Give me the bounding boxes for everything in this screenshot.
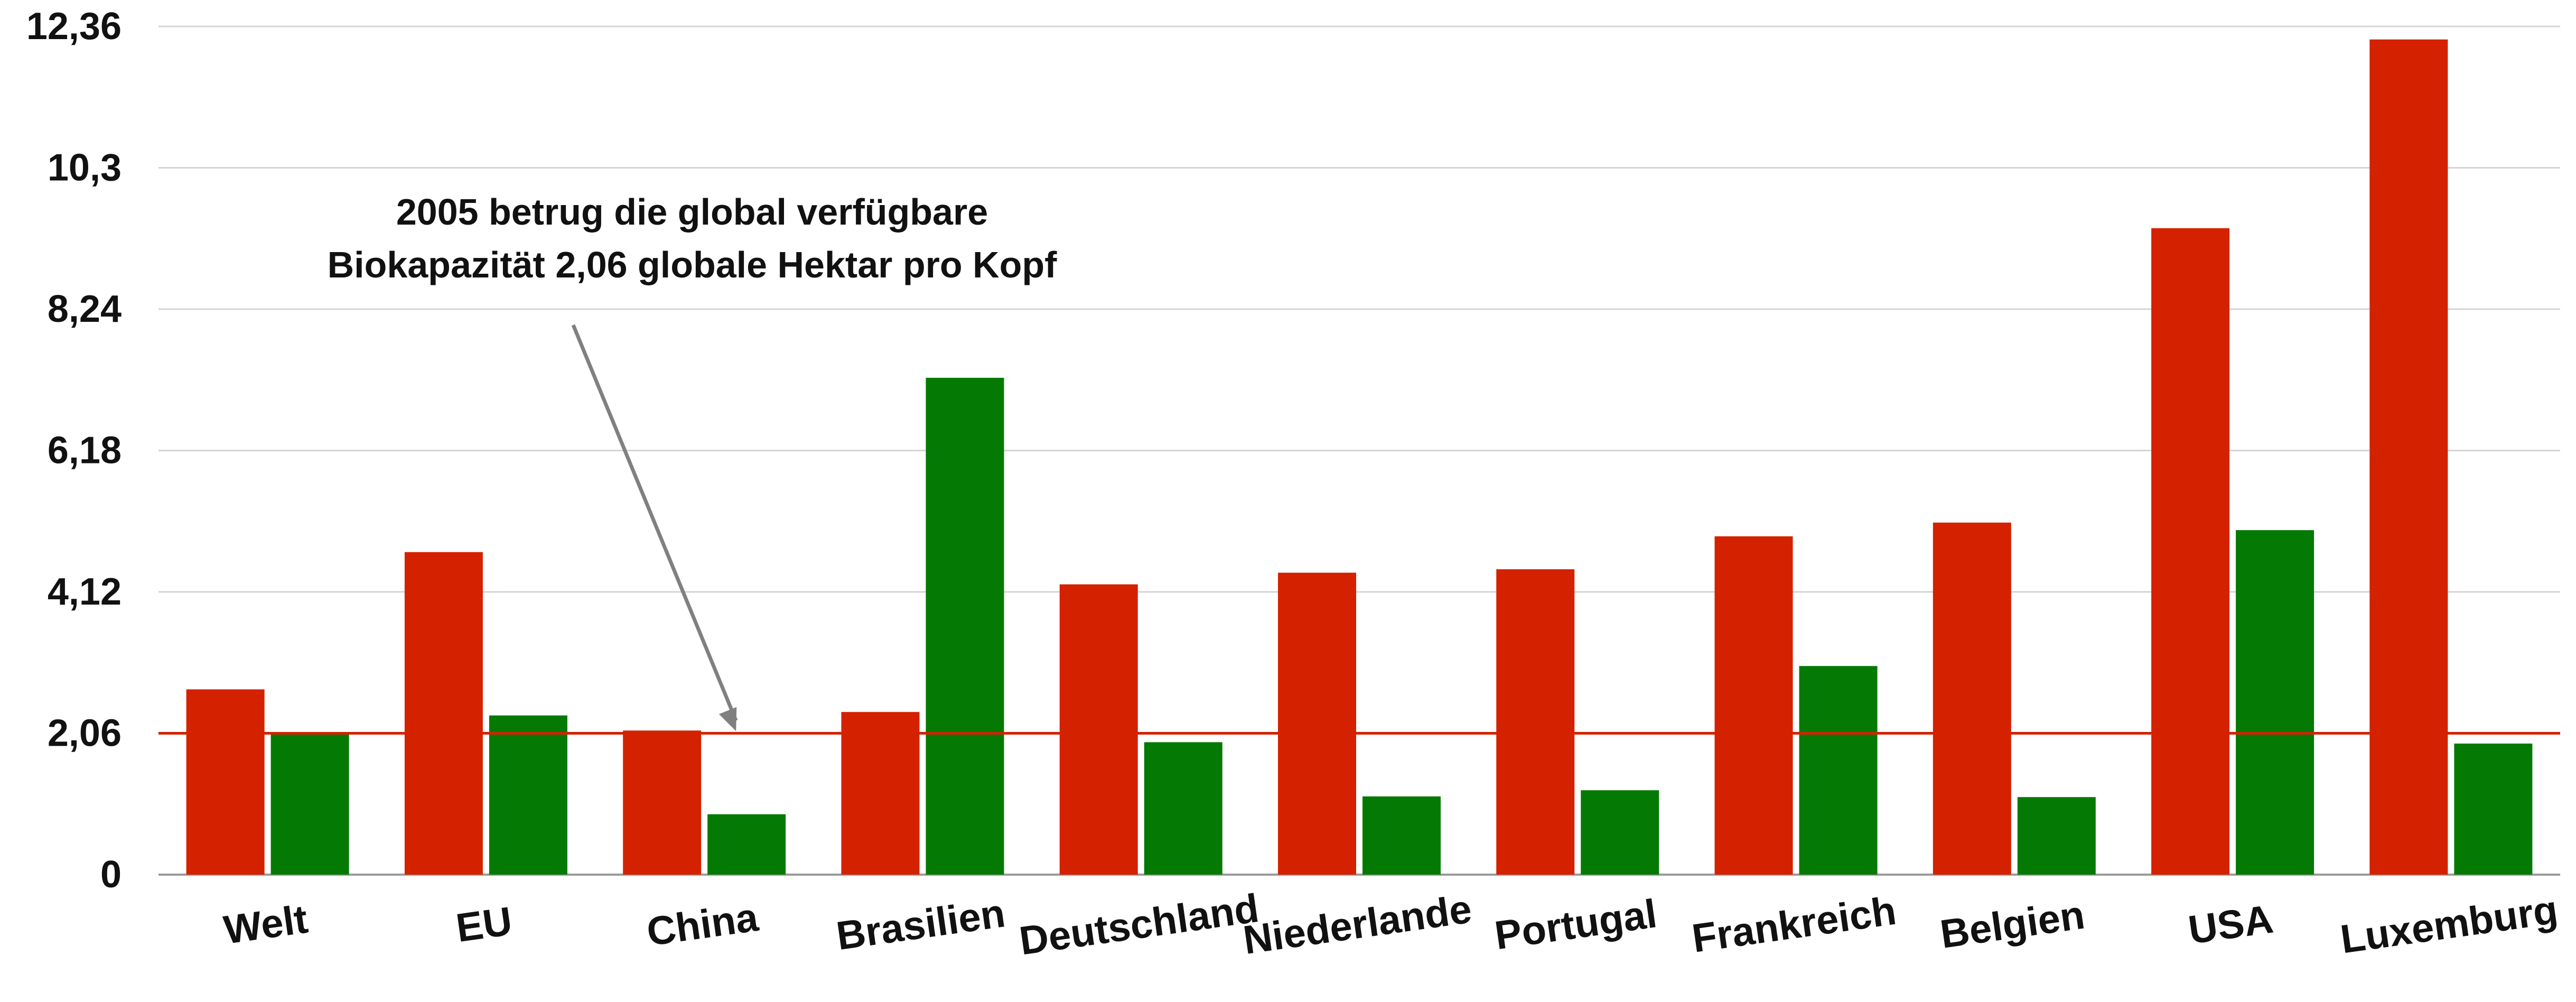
bar-brasilien-series-1	[841, 712, 920, 875]
annotation-group: 2005 betrug die global verfügbare Biokap…	[328, 191, 1058, 731]
x-label-frankreich: Frankreich	[1690, 888, 1899, 961]
y-tick-label-6: 12,36	[26, 5, 122, 48]
x-label-belgien: Belgien	[1937, 893, 2087, 957]
bar-portugal-series-2	[1581, 790, 1659, 875]
bar-usa-series-1	[2151, 228, 2230, 875]
annotation-line-2: Biokapazität 2,06 globale Hektar pro Kop…	[328, 244, 1058, 285]
bar-deutschland-series-1	[1059, 584, 1138, 875]
x-label-china: China	[644, 895, 761, 955]
bar-eu-series-1	[404, 552, 483, 875]
annotation-line-1: 2005 betrug die global verfügbare	[396, 191, 988, 233]
x-label-welt: Welt	[221, 897, 310, 953]
bar-niederlande-series-1	[1278, 572, 1356, 875]
bar-portugal-series-1	[1496, 569, 1575, 875]
annotation-arrow-head	[718, 707, 737, 731]
y-tick-label-0: 0	[100, 853, 122, 896]
bar-china-series-1	[623, 730, 702, 875]
y-tick-label-2: 4,12	[48, 571, 122, 613]
bar-luxemburg-series-1	[2369, 39, 2448, 875]
y-tick-label-4: 8,24	[48, 288, 122, 330]
y-tick-label-3: 6,18	[48, 430, 122, 472]
bar-eu-series-2	[489, 715, 567, 875]
x-label-deutschland: Deutschland	[1016, 886, 1261, 964]
y-tick-label-5: 10,3	[48, 147, 122, 189]
bars	[186, 39, 2533, 875]
bar-brasilien-series-2	[926, 377, 1004, 875]
bar-welt-series-2	[270, 733, 349, 875]
bar-belgien-series-2	[2017, 797, 2096, 875]
y-tick-label-1: 2,06	[48, 712, 122, 755]
x-label-luxemburg: Luxemburg	[2338, 887, 2561, 962]
bar-frankreich-series-1	[1714, 536, 1793, 875]
bar-welt-series-1	[186, 689, 265, 875]
x-label-portugal: Portugal	[1492, 891, 1659, 958]
y-axis-ticks: 0 2,06 4,12 6,18 8,24 10,3 12,36	[26, 5, 122, 896]
bar-china-series-2	[707, 814, 786, 875]
x-axis-labels: Welt EU China Brasilien DeutschlandNiederlan…	[221, 886, 2560, 964]
bar-luxemburg-series-2	[2454, 743, 2533, 875]
x-label-eu: EU	[453, 898, 515, 951]
bar-usa-series-2	[2236, 530, 2314, 875]
x-label-usa: USA	[2186, 896, 2276, 953]
bar-deutschland-series-2	[1144, 742, 1222, 875]
bar-frankreich-series-2	[1799, 666, 1878, 875]
bar-niederlande-series-2	[1362, 796, 1441, 875]
x-label-brasilien: Brasilien	[834, 890, 1008, 959]
annotation-arrow-line	[571, 324, 738, 721]
x-label-niederlande: Niederlande	[1240, 886, 1474, 963]
bar-belgien-series-1	[1933, 522, 2011, 875]
